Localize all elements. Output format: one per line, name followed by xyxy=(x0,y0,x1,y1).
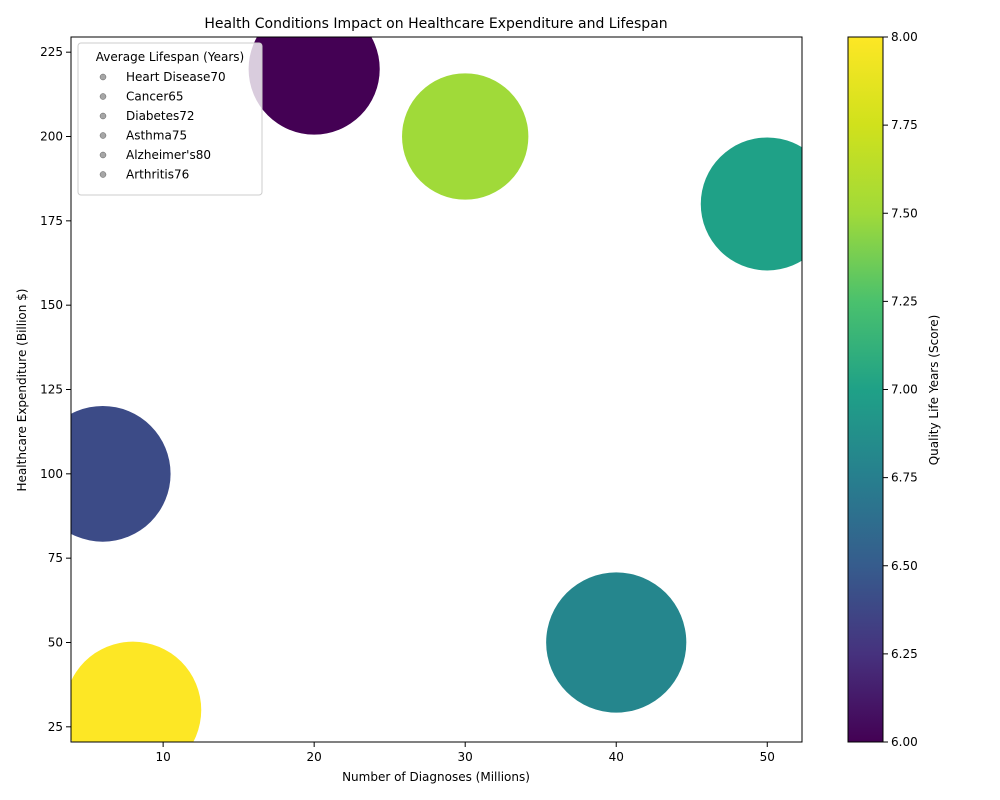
y-tick-label: 225 xyxy=(40,45,63,59)
bubble-heart-disease xyxy=(248,37,380,135)
legend-marker xyxy=(99,132,107,139)
x-tick-label: 20 xyxy=(307,750,322,764)
legend: Average Lifespan (Years) Heart Disease70… xyxy=(77,42,263,196)
bubble-diabetes xyxy=(700,137,802,271)
x-axis-label: Number of Diagnoses (Millions) xyxy=(342,770,530,784)
y-axis-label: Healthcare Expenditure (Billion $) xyxy=(15,289,29,492)
legend-entry-label: Heart Disease70 xyxy=(126,70,226,84)
y-tick-label: 175 xyxy=(40,214,63,228)
legend-entry-label: Cancer65 xyxy=(126,90,184,104)
colorbar-tick-label: 6.75 xyxy=(891,471,918,485)
legend-marker xyxy=(99,112,107,120)
x-tick-label: 30 xyxy=(458,750,473,764)
y-tick-label: 50 xyxy=(48,635,63,649)
bubble-cancer xyxy=(402,73,529,200)
x-tick-label: 50 xyxy=(760,750,775,764)
y-tick-label: 100 xyxy=(40,467,63,481)
legend-marker xyxy=(99,171,107,178)
colorbar: 6.00 6.25 6.50 6.75 7.00 7.25 7.50 7.75 8.00 Qua… xyxy=(847,30,941,749)
colorbar-tick-label: 7.50 xyxy=(891,206,918,220)
colorbar-gradient xyxy=(847,36,884,743)
legend-box xyxy=(77,42,263,196)
y-tick-label: 75 xyxy=(48,551,63,565)
legend-entry-label: Arthritis76 xyxy=(126,168,189,182)
colorbar-ticks: 6.00 6.25 6.50 6.75 7.00 7.25 7.50 7.75 8.00 xyxy=(883,30,918,749)
y-axis-ticks: 25 50 75 100 125 150 175 200 225 xyxy=(40,45,71,734)
x-tick-label: 40 xyxy=(609,750,624,764)
colorbar-tick-label: 7.25 xyxy=(891,294,918,308)
x-axis-ticks: 10 20 30 40 50 xyxy=(155,742,775,764)
colorbar-tick-label: 7.00 xyxy=(891,383,918,397)
legend-marker xyxy=(99,93,107,100)
legend-entry-label: Alzheimer's80 xyxy=(126,148,211,162)
y-tick-label: 25 xyxy=(48,720,63,734)
bubble-arthritis xyxy=(71,641,202,742)
bubble-alzheimer-s xyxy=(546,572,687,713)
legend-marker xyxy=(99,73,107,81)
bubble-layer xyxy=(71,37,802,742)
colorbar-tick-label: 6.25 xyxy=(891,647,918,661)
legend-marker xyxy=(99,151,107,159)
colorbar-tick-label: 6.00 xyxy=(891,735,918,749)
legend-entry-label: Diabetes72 xyxy=(126,109,195,123)
chart-title: Health Conditions Impact on Healthcare E… xyxy=(204,16,667,32)
colorbar-tick-label: 6.50 xyxy=(891,559,918,573)
y-tick-label: 200 xyxy=(40,130,63,144)
legend-entries: Heart Disease70 Cancer65 Diabetes72 Asth… xyxy=(99,70,226,182)
y-tick-label: 125 xyxy=(40,383,63,397)
colorbar-label: Quality Life Years (Score) xyxy=(927,315,941,466)
colorbar-tick-label: 7.75 xyxy=(891,118,918,132)
colorbar-tick-label: 8.00 xyxy=(891,30,918,44)
bubble-asthma xyxy=(71,405,171,542)
x-tick-label: 10 xyxy=(155,750,170,764)
legend-title: Average Lifespan (Years) xyxy=(96,50,244,64)
y-tick-label: 150 xyxy=(40,298,63,312)
legend-entry-label: Asthma75 xyxy=(126,129,187,143)
